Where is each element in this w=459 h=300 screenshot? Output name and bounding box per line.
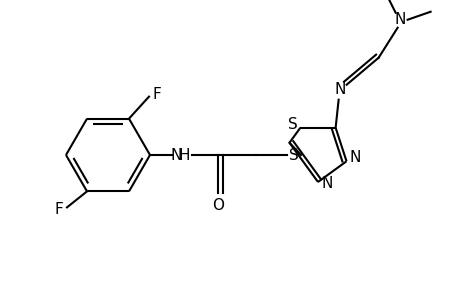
Text: H: H [178,148,190,163]
Text: O: O [212,197,224,212]
Text: N: N [170,148,181,163]
Text: F: F [55,202,63,217]
Text: N: N [394,12,405,27]
Text: S: S [289,148,298,163]
Text: N: N [334,82,346,97]
Text: F: F [152,87,161,102]
Text: S: S [288,117,297,132]
Text: N: N [349,150,360,165]
Text: N: N [321,176,332,191]
